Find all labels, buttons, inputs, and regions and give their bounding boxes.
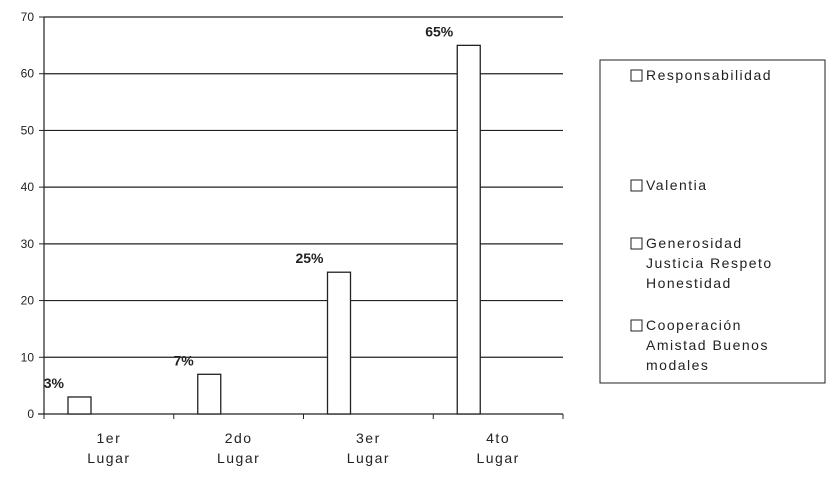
category-label: Lugar (476, 450, 519, 466)
category-label: Lugar (347, 450, 390, 466)
category-label: 1er (97, 430, 122, 446)
bar (326, 271, 352, 415)
legend-swatch (630, 179, 643, 192)
y-tick-label: 50 (21, 123, 35, 137)
category-label: 4to (486, 430, 510, 446)
bar (456, 44, 481, 415)
y-tick-label: 0 (27, 407, 34, 421)
category-label: 2do (225, 430, 253, 446)
legend-label: Amistad Buenos (646, 337, 769, 353)
legend-label: Generosidad (646, 235, 743, 251)
y-tick-label: 30 (21, 237, 35, 251)
gridlines (44, 16, 563, 358)
axes (38, 17, 563, 415)
legend-label: Responsabilidad (646, 67, 772, 83)
legend-label: Valentia (646, 177, 708, 193)
legend-label: Justicia Respeto (646, 255, 773, 271)
legend-swatch (630, 319, 643, 332)
x-axis-ticks (43, 414, 564, 419)
legend-label: Honestidad (646, 275, 732, 291)
data-label: 25% (295, 250, 324, 266)
category-label: Lugar (87, 450, 130, 466)
data-labels: 3% 7% 25% 65% (44, 23, 454, 391)
y-tick-label: 70 (21, 10, 35, 24)
y-tick-label: 60 (21, 67, 35, 81)
category-label: 3er (356, 430, 381, 446)
legend-label: Cooperación (646, 317, 742, 333)
legend-box (599, 59, 826, 384)
data-label: 3% (44, 375, 65, 391)
y-tick-label: 20 (21, 294, 35, 308)
legend-swatch (630, 237, 643, 250)
category-labels: 1er Lugar 2do Lugar 3er Lugar 4to Lugar (87, 430, 519, 466)
y-axis-ticks: 0 10 20 30 40 50 60 70 (21, 10, 44, 421)
bar (67, 396, 92, 415)
legend-label: modales (646, 357, 709, 373)
y-tick-label: 10 (21, 350, 35, 364)
data-label: 65% (425, 23, 454, 39)
data-label: 7% (174, 352, 195, 368)
bar (197, 373, 222, 415)
category-label: Lugar (217, 450, 260, 466)
legend: Responsabilidad Valentia Generosidad Justic… (599, 59, 826, 384)
y-tick-label: 40 (21, 180, 35, 194)
bars (67, 44, 481, 415)
legend-swatch (630, 69, 643, 82)
